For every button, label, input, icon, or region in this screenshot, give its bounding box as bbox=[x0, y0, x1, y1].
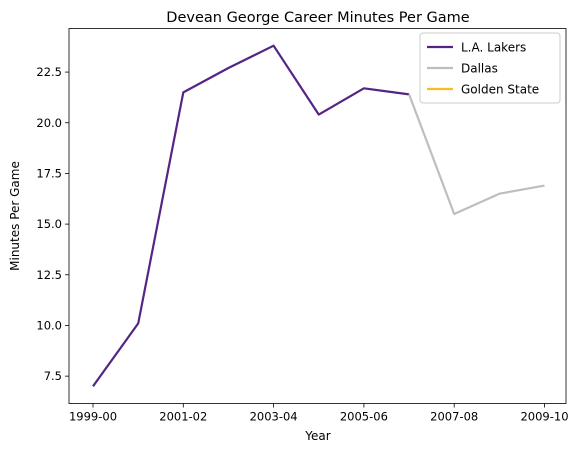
y-axis-label: Minutes Per Game bbox=[8, 161, 22, 271]
legend-label-dallas: Dallas bbox=[461, 62, 498, 76]
x-tick-label: 1999-00 bbox=[69, 410, 117, 424]
legend-box bbox=[419, 32, 561, 104]
legend-label-l-a-lakers: L.A. Lakers bbox=[461, 41, 526, 55]
y-tick-label: 22.5 bbox=[36, 65, 62, 79]
plot-frame bbox=[68, 28, 567, 404]
x-tick-label: 2009-10 bbox=[520, 410, 568, 424]
series-line-l-a-lakers bbox=[92, 44, 410, 387]
x-tick-label: 2005-06 bbox=[340, 410, 388, 424]
series-layer bbox=[92, 44, 545, 387]
series-line-dallas bbox=[408, 94, 545, 216]
legend: L.A. Lakers Dallas Golden State bbox=[419, 32, 561, 104]
y-tick-label: 10.0 bbox=[36, 318, 62, 332]
chart-title: Devean George Career Minutes Per Game bbox=[166, 10, 469, 26]
x-tick-label: 2007-08 bbox=[430, 410, 478, 424]
y-tick-label: 17.5 bbox=[36, 166, 62, 180]
y-tick-label: 20.0 bbox=[36, 116, 62, 130]
y-tick-label: 12.5 bbox=[36, 268, 62, 282]
ticks-layer: 1999-00 2001-02 2003-04 2005-06 2007-08 2009-… bbox=[36, 65, 568, 423]
x-tick-label: 2001-02 bbox=[159, 410, 207, 424]
y-tick-label: 15.0 bbox=[36, 217, 62, 231]
x-tick-label: 2003-04 bbox=[250, 410, 298, 424]
x-axis-label: Year bbox=[304, 429, 330, 443]
legend-label-golden-state: Golden State bbox=[461, 83, 539, 97]
y-tick-label: 7.5 bbox=[44, 369, 62, 383]
